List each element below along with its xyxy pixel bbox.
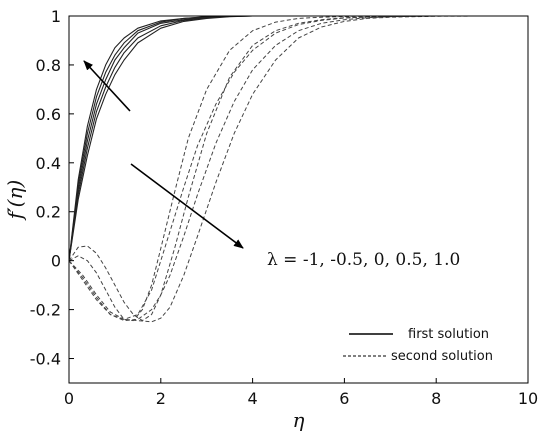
y-axis-label: f′(η) (3, 180, 27, 222)
x-tick-label: 4 (248, 389, 258, 408)
y-tick-label: 1 (51, 7, 61, 26)
lambda-annotation: λ = -1, -0.5, 0, 0.5, 1.0 (267, 250, 460, 270)
series-line-second-solution-7 (68, 15, 528, 320)
series-line-first-solution-4 (68, 15, 528, 261)
x-tick-label: 6 (339, 389, 349, 408)
arrow-second-solution (130, 163, 244, 249)
series-line-second-solution-9 (68, 15, 528, 323)
y-tick-label: 0 (51, 252, 61, 271)
y-tick-label: 0.2 (36, 203, 61, 222)
plot-frame (68, 15, 529, 384)
legend: first solution second solution (343, 327, 493, 364)
series-line-second-solution-6 (68, 15, 528, 322)
series-layer (68, 15, 528, 323)
y-tick-label: -0.2 (30, 301, 61, 320)
arrow-first-solution (83, 60, 131, 112)
y-tick-label: 0.8 (36, 56, 61, 75)
x-axis-label: η (293, 408, 305, 432)
x-tick-label: 0 (64, 389, 74, 408)
x-tick-label: 10 (518, 389, 538, 408)
y-tick-label: 0.4 (36, 154, 61, 173)
series-line-first-solution-1 (68, 15, 528, 261)
legend-label-first: first solution (408, 327, 489, 342)
tick-layer: 0 2 4 6 8 10 -0.4 -0.2 0 0.2 0.4 0.6 0.8 1 (30, 7, 538, 408)
series-line-second-solution-5 (68, 15, 528, 322)
x-tick-label: 8 (431, 389, 441, 408)
series-line-first-solution-3 (68, 15, 528, 261)
legend-label-second: second solution (391, 349, 493, 364)
series-line-first-solution-2 (68, 15, 528, 261)
series-line-first-solution-0 (68, 15, 528, 261)
x-tick-label: 2 (156, 389, 166, 408)
y-tick-label: -0.4 (30, 350, 61, 369)
y-tick-label: 0.6 (36, 105, 61, 124)
